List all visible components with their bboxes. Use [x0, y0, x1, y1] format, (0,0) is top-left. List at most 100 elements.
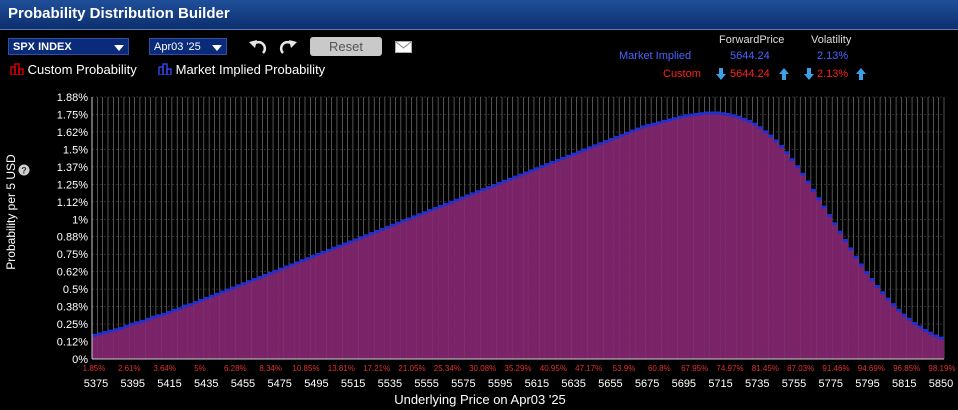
probability-bar[interactable] — [459, 198, 465, 359]
probability-bar[interactable] — [203, 298, 210, 359]
probability-bar[interactable] — [262, 275, 268, 359]
probability-bar[interactable] — [848, 248, 854, 359]
probability-bar[interactable] — [651, 124, 657, 359]
probability-bar[interactable] — [731, 115, 737, 359]
probability-bar[interactable] — [97, 333, 103, 359]
probability-bar[interactable] — [139, 321, 146, 359]
probability-bar[interactable] — [672, 118, 678, 359]
probability-bar[interactable] — [837, 232, 843, 359]
probability-bar[interactable] — [608, 139, 614, 359]
probability-bar[interactable] — [454, 200, 460, 359]
probability-bar[interactable] — [219, 292, 226, 359]
probability-bar[interactable] — [161, 314, 167, 359]
probability-bar[interactable] — [826, 215, 833, 359]
probability-bar[interactable] — [326, 250, 332, 359]
probability-bar[interactable] — [438, 206, 444, 359]
probability-bar[interactable] — [864, 272, 870, 359]
probability-bar[interactable] — [539, 166, 545, 359]
probability-bar[interactable] — [635, 129, 641, 359]
probability-bar[interactable] — [496, 183, 503, 359]
probability-bar[interactable] — [800, 174, 806, 359]
probability-bar[interactable] — [310, 256, 316, 359]
probability-bar[interactable] — [123, 326, 130, 359]
probability-bar[interactable] — [912, 323, 918, 359]
probability-bar[interactable] — [656, 122, 662, 359]
probability-bar[interactable] — [555, 160, 561, 359]
probability-bar[interactable] — [347, 241, 353, 359]
forward-up-arrow-icon[interactable] — [779, 68, 789, 80]
probability-bar[interactable] — [235, 285, 242, 359]
probability-bar[interactable] — [257, 277, 263, 359]
probability-bar[interactable] — [794, 166, 801, 359]
probability-bar[interactable] — [134, 322, 140, 359]
probability-bar[interactable] — [209, 296, 215, 359]
probability-bar[interactable] — [230, 287, 236, 359]
probability-bar[interactable] — [150, 317, 156, 359]
probability-bar[interactable] — [533, 168, 540, 359]
probability-bar[interactable] — [784, 152, 790, 359]
probability-bar[interactable] — [278, 269, 284, 359]
probability-bar[interactable] — [677, 117, 684, 359]
probability-bar[interactable] — [938, 338, 944, 359]
probability-bar[interactable] — [166, 312, 172, 359]
probability-bar[interactable] — [880, 292, 886, 359]
probability-bar[interactable] — [368, 233, 375, 359]
probability-bar[interactable] — [251, 279, 258, 359]
probability-bar[interactable] — [922, 330, 929, 359]
vol-down-arrow-icon[interactable] — [804, 68, 814, 80]
probability-bar[interactable] — [182, 306, 188, 359]
probability-bar[interactable] — [853, 257, 859, 359]
probability-bar[interactable] — [624, 133, 630, 359]
probability-bar[interactable] — [661, 121, 668, 359]
legend-market[interactable]: Market Implied Probability — [158, 62, 325, 77]
probability-bar[interactable] — [928, 333, 934, 359]
probability-bar[interactable] — [901, 315, 907, 359]
undo-icon[interactable] — [248, 38, 268, 56]
probability-bar[interactable] — [352, 239, 359, 359]
probability-bar[interactable] — [565, 156, 572, 359]
probability-bar[interactable] — [305, 258, 311, 359]
probability-bar[interactable] — [129, 324, 135, 359]
probability-bar[interactable] — [736, 117, 742, 359]
probability-bar[interactable] — [177, 308, 183, 359]
probability-bar[interactable] — [374, 231, 380, 359]
legend-custom[interactable]: Custom Probability — [10, 62, 137, 77]
redo-icon[interactable] — [278, 38, 298, 56]
probability-bar[interactable] — [597, 143, 604, 359]
probability-bar[interactable] — [145, 319, 151, 359]
probability-bar[interactable] — [832, 223, 838, 359]
probability-bar[interactable] — [491, 185, 497, 359]
probability-bar[interactable] — [896, 310, 902, 359]
probability-bar[interactable] — [395, 223, 401, 359]
probability-bar[interactable] — [842, 240, 849, 359]
probability-bar[interactable] — [768, 136, 774, 359]
probability-bar[interactable] — [576, 152, 582, 359]
probability-bar[interactable] — [667, 119, 673, 359]
probability-bar[interactable] — [475, 191, 481, 359]
probability-bar[interactable] — [741, 119, 747, 359]
probability-bar[interactable] — [890, 304, 897, 359]
probability-bar[interactable] — [299, 260, 305, 359]
underlying-select[interactable]: SPX INDEX — [8, 38, 129, 55]
probability-bar[interactable] — [331, 248, 337, 359]
probability-bar[interactable] — [315, 254, 321, 359]
probability-bar[interactable] — [267, 273, 274, 359]
probability-bar[interactable] — [933, 336, 939, 359]
probability-bar[interactable] — [699, 113, 705, 359]
probability-bar[interactable] — [384, 227, 391, 359]
probability-bar[interactable] — [757, 127, 763, 359]
probability-bar[interactable] — [464, 195, 471, 359]
probability-bar[interactable] — [225, 290, 231, 359]
probability-bar[interactable] — [416, 214, 423, 359]
vol-up-arrow-icon[interactable] — [856, 68, 866, 80]
probability-bar[interactable] — [816, 198, 822, 359]
probability-bar[interactable] — [512, 177, 518, 359]
probability-bar[interactable] — [118, 328, 124, 359]
probability-bar[interactable] — [379, 229, 385, 359]
probability-bar[interactable] — [518, 175, 524, 359]
probability-bar[interactable] — [773, 140, 779, 359]
probability-bar[interactable] — [874, 286, 881, 359]
probability-bar[interactable] — [336, 246, 343, 359]
help-icon[interactable]: ? — [18, 164, 30, 176]
